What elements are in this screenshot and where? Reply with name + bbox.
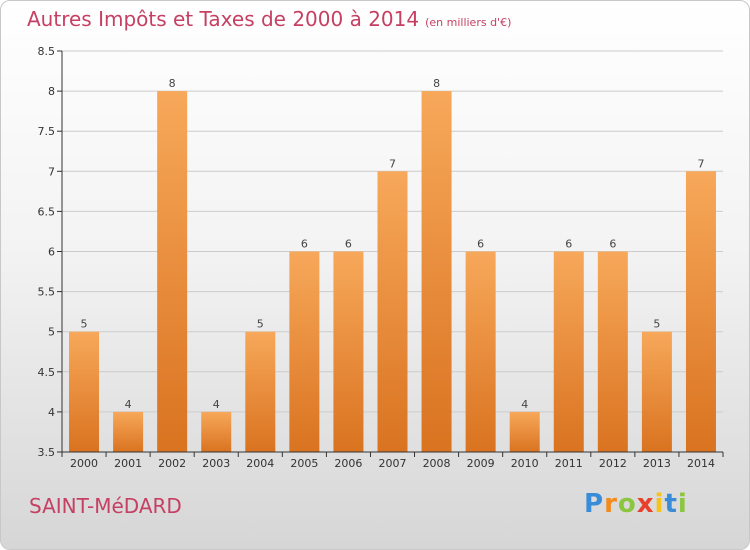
bar-2007: [377, 171, 408, 453]
bar-2011: [553, 251, 584, 452]
data-label-2006: 6: [345, 238, 352, 251]
y-axis-ticks: 3.5 4 4.5 5 5.5 6 6.5 7 7.5 8 8.5: [38, 45, 62, 459]
x-tick-label: 2012: [599, 457, 627, 470]
data-label-2002: 8: [169, 77, 176, 90]
bar-2013: [641, 331, 672, 452]
x-tick-label: 2011: [555, 457, 583, 470]
chart-unit: (en milliers d'€): [425, 16, 512, 29]
chart-title: Autres Impôts et Taxes de 2000 à 2014 (en…: [27, 7, 511, 31]
x-tick-label: 2000: [70, 457, 98, 470]
bar-2009: [465, 251, 496, 452]
x-tick-label: 2003: [202, 457, 230, 470]
x-tick-label: 2010: [511, 457, 539, 470]
x-tick-label: 2007: [379, 457, 407, 470]
data-label-2010: 4: [521, 398, 528, 411]
bar-2006: [333, 251, 364, 452]
bar-2005: [289, 251, 320, 452]
x-tick-label: 2013: [643, 457, 671, 470]
y-tick-label: 8.5: [38, 45, 56, 58]
data-label-2014: 7: [697, 157, 704, 170]
data-label-2009: 6: [477, 238, 484, 251]
data-label-2005: 6: [301, 238, 308, 251]
y-tick-label: 7: [48, 165, 55, 178]
bar-2014: [685, 171, 716, 453]
x-tick-label: 2001: [114, 457, 142, 470]
data-label-2003: 4: [213, 398, 220, 411]
x-tick-label: 2006: [334, 457, 362, 470]
x-tick-label: 2002: [158, 457, 186, 470]
data-label-2004: 5: [257, 318, 264, 331]
bar-2008: [421, 91, 452, 452]
x-tick-label: 2014: [687, 457, 715, 470]
bar-2010: [509, 411, 540, 452]
data-label-2011: 6: [565, 238, 572, 251]
x-tick-label: 2005: [290, 457, 318, 470]
y-tick-label: 3.5: [38, 446, 56, 459]
y-tick-label: 4.5: [38, 366, 56, 379]
x-tick-label: 2004: [246, 457, 274, 470]
y-tick-label: 8: [48, 85, 55, 98]
data-label-2000: 5: [81, 318, 88, 331]
chart-title-text: Autres Impôts et Taxes de 2000 à 2014: [27, 7, 420, 31]
y-tick-label: 6.5: [38, 205, 56, 218]
x-tick-label: 2008: [423, 457, 451, 470]
y-tick-label: 6: [48, 246, 55, 259]
bar-2002: [157, 91, 188, 452]
x-tick-label: 2009: [467, 457, 495, 470]
bar-2001: [113, 411, 144, 452]
bar-2000: [69, 331, 100, 452]
bar-2003: [201, 411, 232, 452]
x-axis-ticks: 2000 2001 2002 2003 2004 2005 2006 2007 2008 2009…: [61, 452, 724, 470]
data-labels: 5 4 8 4 5 6 6 7 8 6 4 6 6 5 7: [81, 77, 705, 411]
data-label-2008: 8: [433, 77, 440, 90]
bar-2012: [597, 251, 628, 452]
bar-2004: [245, 331, 276, 452]
data-label-2007: 7: [389, 157, 396, 170]
proxiti-logo: Proxiti: [584, 489, 688, 519]
y-tick-label: 5: [48, 326, 55, 339]
y-tick-label: 4: [48, 406, 55, 419]
axes: [61, 51, 723, 453]
commune-name: SAINT-MéDARD: [29, 494, 182, 518]
data-label-2001: 4: [125, 398, 132, 411]
y-tick-label: 7.5: [38, 125, 56, 138]
y-tick-label: 5.5: [38, 286, 56, 299]
bars: [69, 91, 716, 453]
data-label-2013: 5: [653, 318, 660, 331]
data-label-2012: 6: [609, 238, 616, 251]
